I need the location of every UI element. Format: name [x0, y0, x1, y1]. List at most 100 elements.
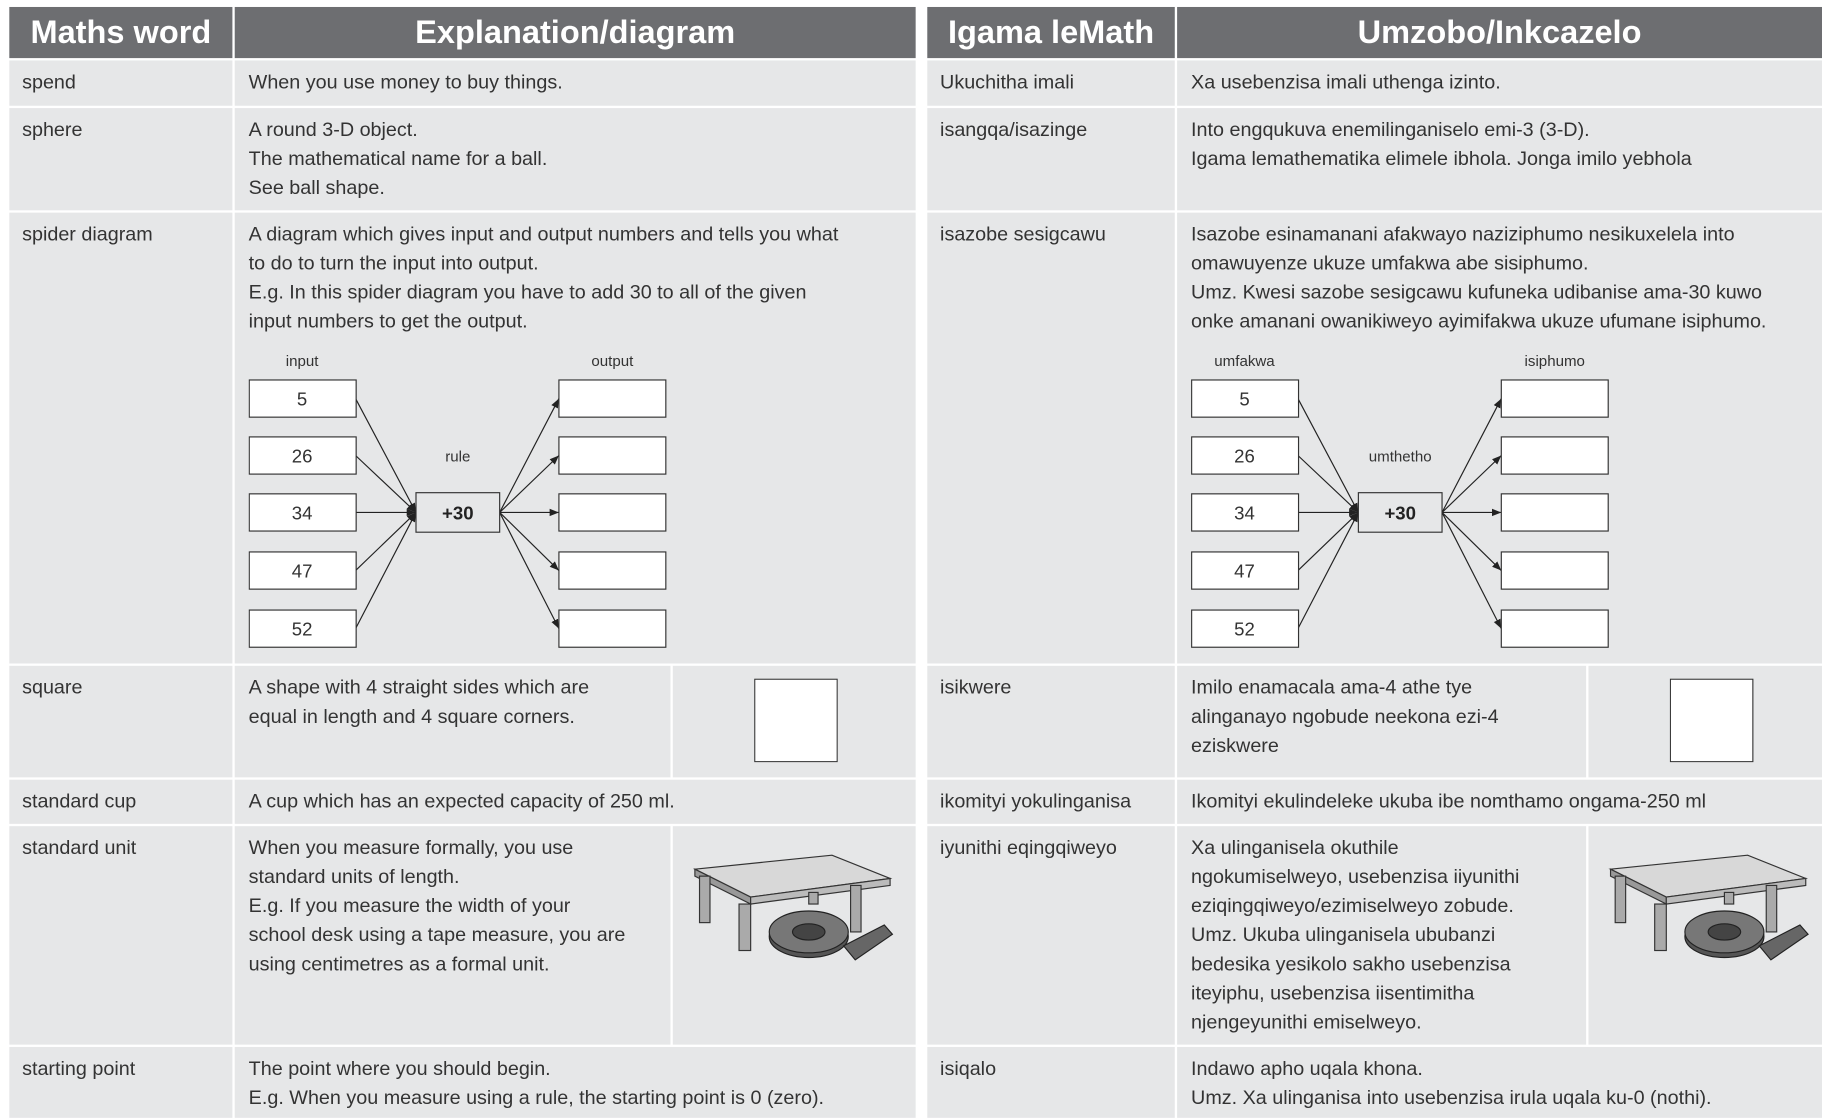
- rule-label: umthetho: [1369, 448, 1432, 465]
- term: sphere: [22, 118, 83, 141]
- explanation-line: When you use money to buy things.: [248, 70, 563, 93]
- header-cell: Igama leMath: [927, 6, 1175, 59]
- desk-leg: [808, 891, 819, 905]
- explanation-line: Imilo enamacala ama-4 athe tye: [1191, 676, 1473, 699]
- explanation-cell: [234, 779, 916, 824]
- explanation-line: Ikomityi ekulindeleke ukuba ibe nomthamo…: [1191, 790, 1707, 813]
- explanation-line: eziskwere: [1191, 734, 1279, 757]
- explanation-line: eziqingqiweyo/ezimiselweyo zobude.: [1191, 894, 1514, 917]
- explanation-line: input numbers to get the output.: [248, 310, 528, 333]
- explanation-line: A cup which has an expected capacity of …: [248, 790, 675, 813]
- explanation-line: The mathematical name for a ball.: [248, 147, 548, 170]
- output-box: [1500, 551, 1609, 590]
- explanation-cell: [1177, 60, 1822, 106]
- explanation-line: Igama lemathematika elimele ibhola. Jong…: [1191, 147, 1692, 170]
- desk-leg: [698, 875, 711, 924]
- term: standard unit: [22, 836, 137, 859]
- arrow: [1441, 512, 1502, 571]
- term-cell: [9, 108, 233, 211]
- arrow: [1297, 455, 1359, 513]
- term-cell: [927, 826, 1175, 1045]
- input-number: 34: [292, 502, 313, 523]
- explanation-line: Xa usebenzisa imali uthenga izinto.: [1191, 70, 1501, 93]
- input-box: [248, 493, 357, 532]
- square-shape: [754, 678, 838, 763]
- tape-roll: [791, 923, 826, 941]
- term-cell: [927, 665, 1175, 778]
- input-box: [248, 379, 357, 418]
- desk-leg: [1614, 875, 1627, 924]
- input-number: 34: [1234, 502, 1255, 523]
- rule-label: rule: [445, 448, 470, 465]
- term-cell: [927, 1046, 1175, 1118]
- header-cell: Explanation/diagram: [234, 6, 916, 59]
- explanation-cell: [1177, 665, 1587, 778]
- explanation-line: Umz. Xa ulinganisa into usebenzisa irula…: [1191, 1086, 1712, 1109]
- spider-diagram: input output rule 5 26 34 47 52 +30: [248, 353, 667, 648]
- input-number: 47: [1234, 561, 1255, 582]
- explanation-line: When you measure formally, you use: [248, 836, 574, 859]
- term: square: [22, 676, 83, 699]
- input-box: [248, 436, 357, 475]
- term-cell: [9, 665, 233, 778]
- explanation-line: A round 3-D object.: [248, 118, 418, 141]
- explanation-line: E.g. When you measure using a rule, the …: [248, 1086, 825, 1109]
- arrow: [355, 398, 417, 513]
- output-box: [558, 436, 667, 475]
- square-shape: [1669, 678, 1754, 763]
- explanation-line: Umz. Kwesi sazobe sesigcawu kufuneka udi…: [1191, 281, 1763, 304]
- input-number: 52: [292, 619, 313, 640]
- arrow: [499, 455, 560, 513]
- output-label: isiphumo: [1525, 353, 1585, 370]
- arrow: [1441, 455, 1502, 513]
- input-number: 52: [1234, 619, 1255, 640]
- input-box: [1191, 609, 1300, 648]
- explanation-line: njengeyunithi emiselweyo.: [1191, 1010, 1422, 1034]
- explanation-cell: [234, 108, 916, 211]
- explanation-cell: [1177, 1046, 1822, 1118]
- desk-leg: [1654, 903, 1667, 952]
- arrow: [355, 512, 417, 629]
- explanation-cell: [234, 826, 671, 1045]
- output-label: output: [591, 353, 634, 370]
- rule-value: +30: [442, 502, 474, 523]
- explanation-cell: [1177, 779, 1822, 824]
- tape-strip: [1758, 924, 1809, 961]
- term-cell: [9, 826, 233, 1045]
- term: iyunithi eqingqiweyo: [940, 836, 1117, 859]
- input-box: [248, 609, 357, 648]
- term: isiqalo: [940, 1057, 997, 1080]
- term: standard cup: [22, 790, 137, 813]
- explanation-line: school desk using a tape measure, you ar…: [248, 923, 626, 946]
- output-box: [1500, 379, 1609, 418]
- term-cell: [927, 108, 1175, 211]
- explanation-line: A shape with 4 straight sides which are: [248, 676, 590, 699]
- term: Ukuchitha imali: [940, 70, 1074, 93]
- explanation-line: E.g. In this spider diagram you have to …: [248, 281, 807, 304]
- term-cell: [927, 212, 1175, 664]
- explanation-line: to do to turn the input into output.: [248, 252, 539, 275]
- arrow: [1441, 398, 1502, 513]
- rule-value: +30: [1384, 502, 1416, 523]
- term-cell: [927, 60, 1175, 106]
- term: spend: [22, 70, 76, 93]
- term: isikwere: [940, 676, 1012, 699]
- input-box: [1191, 436, 1300, 475]
- desk-leg: [1765, 884, 1778, 933]
- arrow: [1297, 512, 1359, 571]
- explanation-line: using centimetres as a formal unit.: [248, 952, 550, 975]
- arrow: [499, 398, 560, 513]
- term: isangqa/isazinge: [940, 118, 1088, 141]
- rule-box: [415, 492, 501, 533]
- arrow: [499, 512, 560, 571]
- term-cell: [9, 1046, 233, 1118]
- desk-leg: [850, 884, 862, 933]
- explanation-cell: [1177, 108, 1822, 211]
- desk-tape-picture: [692, 854, 894, 961]
- square-picture: [754, 678, 838, 763]
- input-number: 5: [297, 389, 307, 410]
- output-box: [558, 551, 667, 590]
- input-box: [248, 551, 357, 590]
- term-cell: [9, 779, 233, 824]
